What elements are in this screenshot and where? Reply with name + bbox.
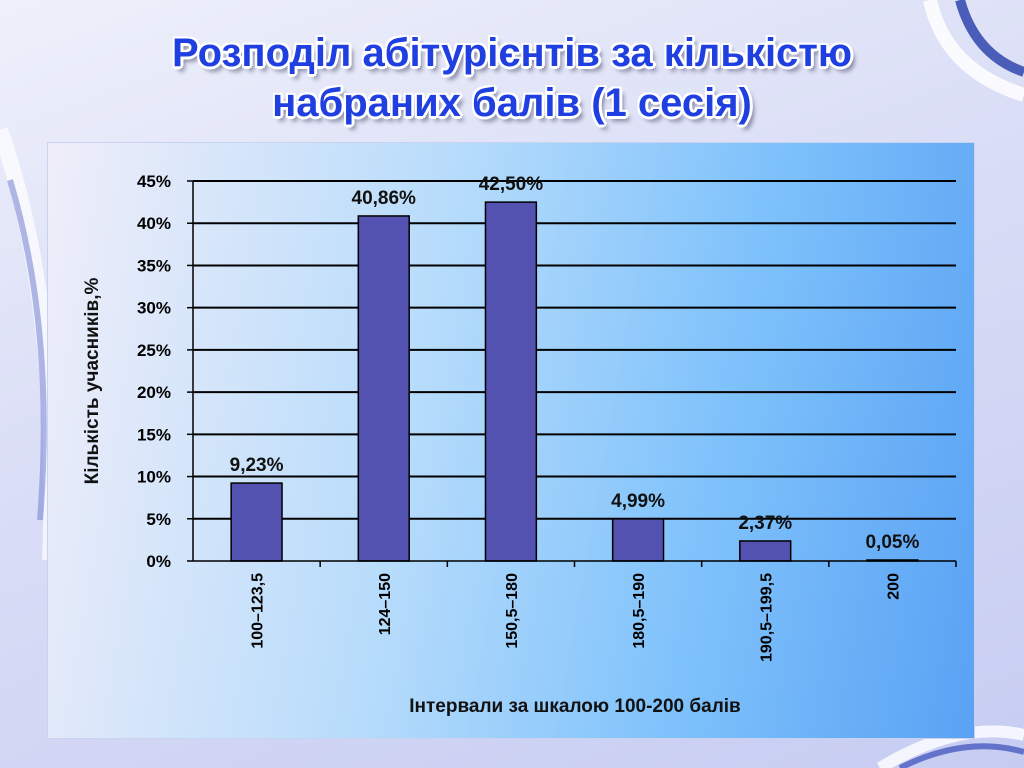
- bar: [739, 540, 792, 562]
- slide-title-line-2: набраних балів (1 сесія): [272, 81, 752, 125]
- data-label: 9,23%: [230, 455, 284, 476]
- bar: [484, 201, 538, 562]
- y-tick-label: 5%: [146, 510, 171, 529]
- data-label: 4,99%: [611, 491, 665, 512]
- x-tick-label: 150,5–180: [504, 573, 521, 649]
- y-tick-label: 15%: [137, 425, 171, 444]
- x-tick-label: 180,5–190: [631, 573, 648, 649]
- x-tick-label: 200: [885, 573, 902, 600]
- x-tick-label: 190,5–199,5: [758, 573, 775, 662]
- y-tick-label: 10%: [137, 468, 171, 487]
- y-tick-label: 40%: [137, 214, 171, 233]
- bar: [357, 215, 410, 562]
- slide-title-line-1: Розподіл абітурієнтів за кількістю: [171, 31, 853, 75]
- y-tick-label: 30%: [137, 299, 171, 318]
- bar: [230, 482, 283, 562]
- data-label: 40,86%: [352, 188, 417, 209]
- slide-title: Розподіл абітурієнтів за кількістю набра…: [0, 28, 1024, 128]
- x-tick-label: 124–150: [377, 573, 394, 635]
- y-tick-label: 20%: [137, 383, 171, 402]
- y-tick-label: 25%: [137, 341, 171, 360]
- x-tick-label: 100–123,5: [250, 573, 267, 649]
- data-label: 0,05%: [865, 532, 919, 553]
- x-axis-title: Інтервали за шкалою 100-200 балів: [409, 696, 740, 717]
- data-label: 42,50%: [479, 174, 544, 195]
- axes: [187, 180, 957, 567]
- y-tick-label: 0%: [146, 552, 171, 571]
- y-tick-label: 45%: [137, 172, 171, 191]
- bars: [230, 201, 919, 562]
- y-tick-label: 35%: [137, 256, 171, 275]
- gridlines: [193, 180, 956, 520]
- data-label: 2,37%: [738, 513, 792, 534]
- y-axis-title: Кількість учасників,%: [82, 278, 103, 485]
- bar-chart: 0% 5% 10% 15% 20% 25% 30% 35% 40% 45% 9,23% 100–123…: [82, 172, 957, 717]
- labels: 0% 5% 10% 15% 20% 25% 30% 35% 40% 45% 9,23% 100–123…: [137, 172, 919, 662]
- bar: [611, 518, 665, 562]
- chart-panel: 0% 5% 10% 15% 20% 25% 30% 35% 40% 45% 9,23% 100–123…: [48, 143, 974, 738]
